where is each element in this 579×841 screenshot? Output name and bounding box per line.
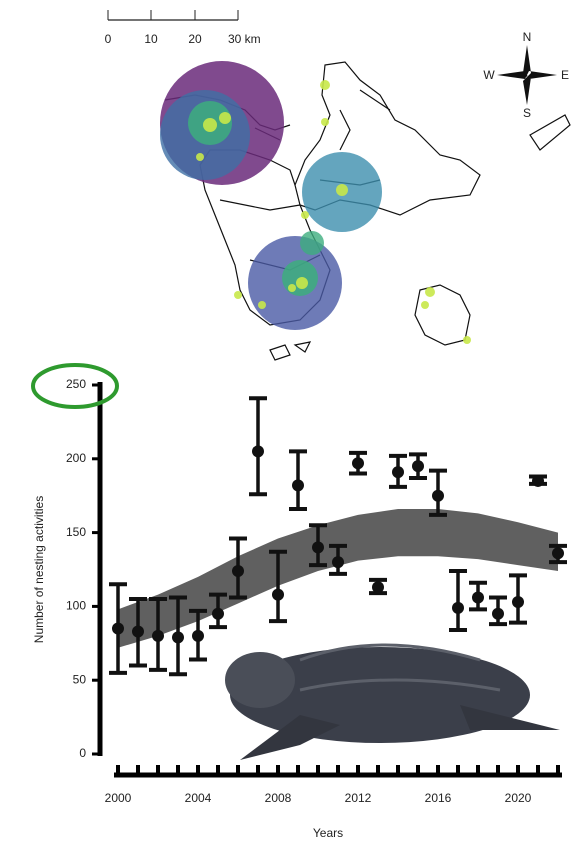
x-tick-label: 2016 bbox=[425, 791, 452, 805]
compass: N S E W bbox=[483, 30, 569, 120]
point bbox=[112, 622, 124, 635]
x-axis-label: Years bbox=[313, 826, 343, 840]
y-tick-label: 50 bbox=[73, 672, 87, 686]
x-tick-label: 2008 bbox=[265, 791, 292, 805]
point bbox=[452, 601, 464, 614]
point bbox=[532, 474, 544, 487]
y-tick-label: 100 bbox=[66, 599, 86, 613]
point bbox=[132, 625, 144, 638]
compass-label: S bbox=[523, 106, 531, 120]
point bbox=[432, 489, 444, 502]
y-tick-label: 0 bbox=[79, 746, 86, 760]
point bbox=[492, 607, 504, 620]
compass-label: E bbox=[561, 68, 569, 82]
scale-label: 0 bbox=[105, 32, 112, 46]
x-tick-label: 2000 bbox=[105, 791, 132, 805]
compass-label: N bbox=[523, 30, 532, 44]
scale-label: 30 km bbox=[228, 32, 261, 46]
point bbox=[292, 479, 304, 492]
point bbox=[332, 556, 344, 569]
trend-band bbox=[118, 508, 558, 648]
y-tick-label: 150 bbox=[66, 525, 86, 539]
point bbox=[552, 547, 564, 560]
chart: 0 50 100 150 200 250 2000 2004 2008 2012 2016 2020 N… bbox=[32, 377, 567, 840]
point bbox=[272, 588, 284, 601]
y-axis-label: Number of nesting activities bbox=[32, 496, 46, 643]
point bbox=[472, 591, 484, 604]
scale-label: 20 bbox=[188, 32, 202, 46]
point bbox=[192, 629, 204, 642]
y-tick-label: 200 bbox=[66, 451, 86, 465]
point bbox=[212, 607, 224, 620]
point bbox=[352, 457, 364, 470]
y-tick-label: 250 bbox=[66, 377, 86, 391]
point bbox=[372, 581, 384, 594]
point bbox=[232, 564, 244, 577]
region-circle bbox=[300, 231, 324, 255]
point bbox=[392, 466, 404, 479]
point bbox=[412, 460, 424, 473]
map: 0 10 20 30 km N S E bbox=[105, 10, 571, 361]
scale-label: 10 bbox=[144, 32, 158, 46]
turtle-illustration bbox=[225, 643, 560, 760]
beach-dots bbox=[196, 80, 471, 344]
x-tick-label: 2004 bbox=[185, 791, 212, 805]
point bbox=[252, 445, 264, 458]
point bbox=[152, 629, 164, 642]
compass-label: W bbox=[483, 68, 495, 82]
x-tick-label: 2020 bbox=[505, 791, 532, 805]
point bbox=[512, 595, 524, 608]
point bbox=[312, 541, 324, 554]
point bbox=[172, 631, 184, 644]
highlight-ellipse bbox=[31, 363, 119, 409]
x-tick-label: 2012 bbox=[345, 791, 372, 805]
